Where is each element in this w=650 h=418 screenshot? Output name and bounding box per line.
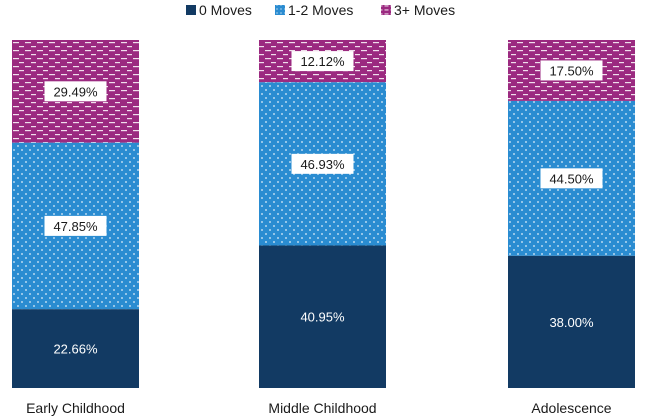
data-label-middle-childhood-3-moves: 12.12% bbox=[300, 54, 345, 69]
data-label-box-adolescence-3-moves bbox=[540, 60, 603, 81]
data-label-middle-childhood-0-moves: 40.95% bbox=[300, 310, 345, 325]
data-label-middle-childhood-1-2-moves: 46.93% bbox=[300, 157, 345, 172]
bar-segment-adolescence-0-moves bbox=[508, 255, 635, 388]
bar-segment-early-childhood-0-moves bbox=[12, 309, 139, 388]
x-tick-label-middle-childhood: Middle Childhood bbox=[268, 400, 376, 416]
data-label-early-childhood-0-moves: 22.66% bbox=[53, 342, 98, 357]
x-axis-ticks: Early Childhood Middle Childhood Adolescen… bbox=[26, 400, 612, 416]
data-label-adolescence-3-moves: 17.50% bbox=[549, 63, 594, 78]
chart-bars: 22.66% 47.85% 29.49% 40.95% 46.93% 12.12% 38.0… bbox=[12, 40, 635, 388]
data-label-early-childhood-3-moves: 29.49% bbox=[53, 84, 98, 99]
data-label-adolescence-1-2-moves: 44.50% bbox=[549, 171, 594, 186]
legend-swatch-0-moves bbox=[186, 5, 196, 15]
legend-label-0-moves: 0 Moves bbox=[199, 2, 252, 18]
x-tick-label-adolescence: Adolescence bbox=[531, 400, 611, 416]
legend-swatch-1-2-moves bbox=[275, 5, 285, 15]
data-label-box-adolescence-1-2-moves bbox=[540, 168, 603, 189]
legend-swatch-3-moves bbox=[381, 5, 391, 15]
data-label-box-early-childhood-3-moves bbox=[44, 81, 107, 102]
legend-label-3-moves: 3+ Moves bbox=[394, 2, 455, 18]
x-tick-label-early-childhood: Early Childhood bbox=[26, 400, 125, 416]
legend-label-1-2-moves: 1-2 Moves bbox=[288, 2, 353, 18]
data-label-early-childhood-1-2-moves: 47.85% bbox=[53, 219, 98, 234]
data-label-box-early-childhood-1-2-moves bbox=[44, 215, 107, 236]
chart-legend: 0 Moves 1-2 Moves 3+ Moves bbox=[186, 2, 455, 18]
data-label-box-middle-childhood-3-moves bbox=[291, 51, 354, 72]
data-label-adolescence-0-moves: 38.00% bbox=[549, 315, 594, 330]
bar-segment-middle-childhood-0-moves bbox=[259, 245, 386, 388]
data-label-box-middle-childhood-1-2-moves bbox=[291, 153, 354, 174]
